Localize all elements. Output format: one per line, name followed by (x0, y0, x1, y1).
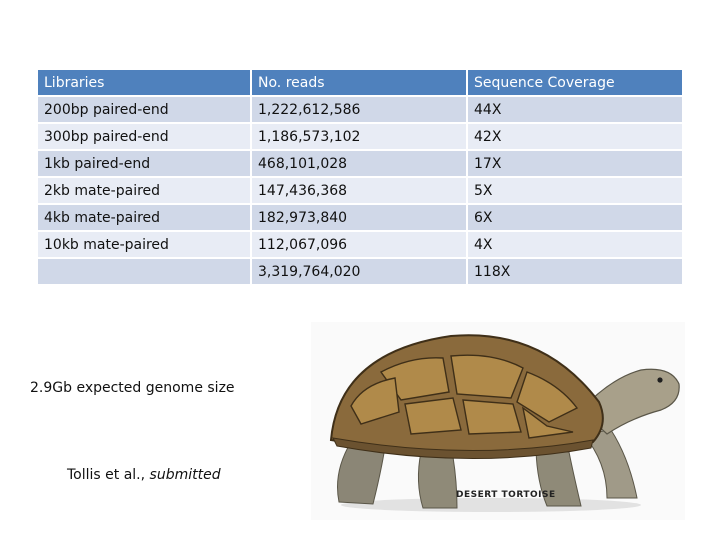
library-cell: 200bp paired-end (38, 97, 250, 122)
header-coverage: Sequence Coverage (468, 70, 682, 95)
reads-cell: 147,436,368 (252, 178, 466, 203)
coverage-cell: 42X (468, 124, 682, 149)
desert-tortoise-image (311, 322, 685, 520)
library-cell: 4kb mate-paired (38, 205, 250, 230)
citation-authors: Tollis et al., (67, 467, 150, 483)
coverage-cell: 44X (468, 97, 682, 122)
header-libraries: Libraries (38, 70, 250, 95)
library-cell: 2kb mate-paired (38, 178, 250, 203)
table-row: 1kb paired-end 468,101,028 17X (38, 151, 682, 176)
reads-cell: 112,067,096 (252, 232, 466, 257)
reads-cell: 1,186,573,102 (252, 124, 466, 149)
coverage-cell: 4X (468, 232, 682, 257)
genome-size-note: 2.9Gb expected genome size (30, 380, 235, 396)
coverage-cell: 6X (468, 205, 682, 230)
table-row: 4kb mate-paired 182,973,840 6X (38, 205, 682, 230)
table-total-row: 3,319,764,020 118X (38, 259, 682, 284)
libraries-table: Libraries No. reads Sequence Coverage 20… (36, 68, 684, 286)
library-cell (38, 259, 250, 284)
citation: Tollis et al., submitted (67, 467, 221, 483)
total-coverage-cell: 118X (468, 259, 682, 284)
table-row: 10kb mate-paired 112,067,096 4X (38, 232, 682, 257)
table-row: 200bp paired-end 1,222,612,586 44X (38, 97, 682, 122)
reads-cell: 182,973,840 (252, 205, 466, 230)
coverage-cell: 5X (468, 178, 682, 203)
table-row: 2kb mate-paired 147,436,368 5X (38, 178, 682, 203)
library-cell: 10kb mate-paired (38, 232, 250, 257)
coverage-cell: 17X (468, 151, 682, 176)
reads-cell: 1,222,612,586 (252, 97, 466, 122)
citation-status: submitted (149, 467, 221, 483)
library-cell: 300bp paired-end (38, 124, 250, 149)
image-caption: DESERT TORTOISE (456, 490, 556, 500)
tortoise-illustration (329, 334, 680, 512)
table-header-row: Libraries No. reads Sequence Coverage (38, 70, 682, 95)
total-reads-cell: 3,319,764,020 (252, 259, 466, 284)
reads-cell: 468,101,028 (252, 151, 466, 176)
header-reads: No. reads (252, 70, 466, 95)
table-row: 300bp paired-end 1,186,573,102 42X (38, 124, 682, 149)
library-cell: 1kb paired-end (38, 151, 250, 176)
